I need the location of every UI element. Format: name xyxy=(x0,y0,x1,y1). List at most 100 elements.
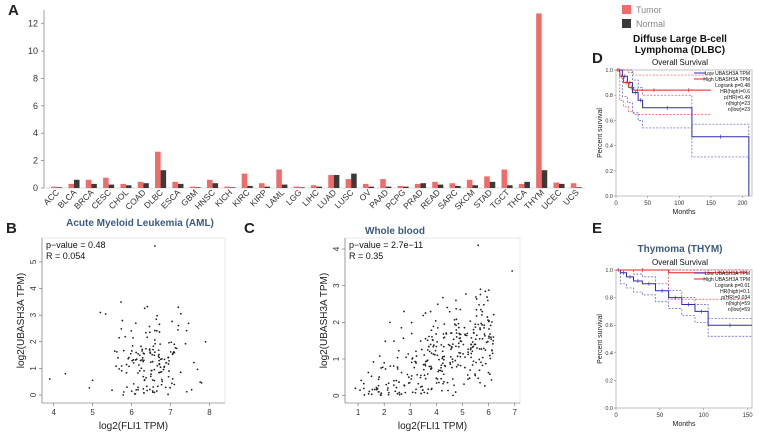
panel-letter-b: B xyxy=(6,220,17,237)
scatter-point xyxy=(130,350,133,352)
bar-tumor-coad xyxy=(137,181,144,188)
scatter-point xyxy=(410,321,413,324)
scatter-point xyxy=(449,355,452,358)
scatter-point xyxy=(168,341,170,344)
scatter-point xyxy=(449,361,451,364)
scatter-point xyxy=(435,345,438,348)
scatter-point xyxy=(449,332,452,335)
y-tick-label: 3 xyxy=(332,283,341,288)
scatter-point xyxy=(430,365,432,368)
dlbc-title-line2: Lymphoma (DLBC) xyxy=(634,45,726,56)
x-axis-label: Months xyxy=(673,209,696,216)
scatter-point xyxy=(471,364,474,366)
scatter-point xyxy=(407,353,410,355)
scatter-point xyxy=(426,392,429,395)
scatter-point xyxy=(377,378,380,381)
scatter-point xyxy=(484,362,487,365)
bar-normal-prad xyxy=(420,183,426,188)
scatter-point xyxy=(457,326,460,329)
km-legend-text-6: n(low)=59 xyxy=(728,307,750,313)
km-legend-text-3: HR(high)=0.1 xyxy=(720,289,750,295)
scatter-point xyxy=(443,336,446,339)
scatter-point xyxy=(158,359,160,362)
scatter-point xyxy=(421,385,423,388)
scatter-point xyxy=(151,391,154,394)
scatter-point xyxy=(132,358,135,361)
scatter-point xyxy=(478,369,481,372)
scatter-point xyxy=(168,360,170,362)
km-legend-text-5: n(high)=59 xyxy=(726,301,750,307)
scatter-point xyxy=(155,390,158,392)
x-tick-label: 3 xyxy=(408,408,413,417)
scatter-point xyxy=(385,383,388,386)
scatter-point xyxy=(154,342,156,345)
scatter-point xyxy=(99,311,102,314)
scatter-point xyxy=(476,347,478,349)
scatter-point xyxy=(177,306,180,309)
scatter-point xyxy=(115,365,118,367)
scatter-point xyxy=(462,343,465,346)
x-tick-label: 150 xyxy=(706,201,717,207)
scatter-point xyxy=(414,360,416,363)
scatter-point xyxy=(139,359,142,362)
bar-normal-blca xyxy=(73,179,80,188)
scatter-point xyxy=(152,386,155,388)
km-legend-text-4: p(HR)=0.49 xyxy=(724,95,750,101)
scatter-point xyxy=(428,365,431,368)
scatter-point xyxy=(138,369,141,372)
scatter-point xyxy=(140,367,143,370)
scatter-point xyxy=(469,369,472,372)
scatter-point xyxy=(457,364,459,366)
scatter-point xyxy=(158,353,160,356)
scatter-point xyxy=(481,324,484,326)
x-tick-label: 6 xyxy=(129,408,134,417)
x-tick-label: 7 xyxy=(513,408,518,417)
y-tick-label: 4 xyxy=(29,286,38,291)
scatter-point xyxy=(483,385,486,387)
km-legend-text-5: n(high)=23 xyxy=(726,101,750,107)
scatter-point xyxy=(490,338,493,340)
y-tick-label: 0.0 xyxy=(605,406,613,412)
bar-tumor-gbm xyxy=(189,186,196,188)
scatter-point xyxy=(492,336,495,338)
scatter-point xyxy=(458,337,461,340)
scatter-point xyxy=(453,384,455,387)
scatter-point xyxy=(432,325,435,328)
bar-tumor-read xyxy=(432,181,438,188)
scatter-point xyxy=(451,358,454,361)
scatter-point xyxy=(463,366,466,369)
annotation-p-value: p−value = 2.7e−11 xyxy=(349,240,423,250)
thym-title: Thymoma (THYM) xyxy=(637,244,723,255)
bar-normal-kich xyxy=(229,187,236,188)
scatter-point xyxy=(441,389,443,392)
bar-normal-hnsc xyxy=(212,183,219,188)
y-axis-label: log2(UBASH3A TPM) xyxy=(16,273,27,368)
scatter-point xyxy=(132,362,135,364)
scatter-point xyxy=(440,364,443,367)
scatter-point xyxy=(163,358,166,361)
y-tick-label: 0.2 xyxy=(605,169,613,175)
scatter-point xyxy=(472,360,475,363)
scatter-point xyxy=(491,349,493,352)
scatter-point xyxy=(152,348,154,351)
scatter-point xyxy=(159,371,162,374)
scatter-point xyxy=(455,345,457,348)
scatter-point xyxy=(145,385,148,388)
scatter-point xyxy=(426,359,429,362)
ci-upper-0 xyxy=(616,269,752,319)
scatter-point xyxy=(459,340,462,342)
scatter-point xyxy=(387,391,390,394)
scatter-point xyxy=(161,380,164,383)
bar-tumor-ov xyxy=(362,183,369,188)
dlbc-title-line1: Diffuse Large B-cell xyxy=(633,34,727,45)
y-tick-label: 0.8 xyxy=(605,296,613,302)
scatter-point xyxy=(395,379,398,382)
km-legend-text-1: High UBASH3A TPM xyxy=(703,277,750,283)
scatter-point xyxy=(445,333,448,335)
scatter-point xyxy=(441,357,444,360)
scatter-point xyxy=(462,352,465,355)
bar-tumor-ucec xyxy=(553,182,560,188)
scatter-point xyxy=(464,356,466,359)
bar-tumor-lusc xyxy=(345,179,352,188)
